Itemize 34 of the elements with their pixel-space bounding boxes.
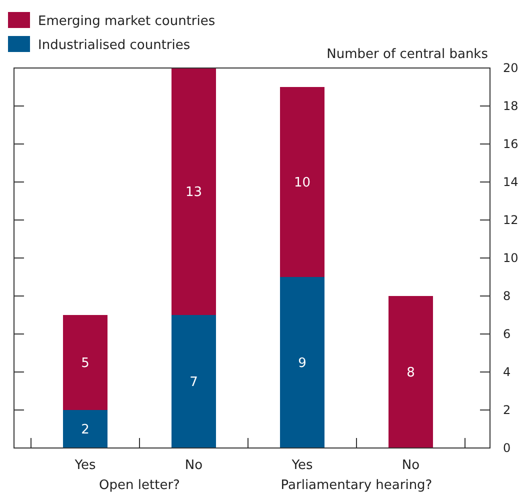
y-tick-label: 12 — [503, 212, 518, 227]
y-tick-label: 8 — [503, 288, 511, 303]
legend-label: Emerging market countries — [38, 14, 216, 29]
bar — [63, 315, 108, 410]
y-tick-label: 2 — [503, 402, 511, 417]
data-label: 2 — [81, 422, 90, 438]
bar — [280, 87, 324, 277]
x-tick-label: No — [402, 458, 420, 474]
x-tick-label: No — [184, 458, 203, 474]
data-label: 10 — [294, 176, 311, 191]
data-label: 7 — [190, 375, 198, 390]
text: Parliamentary hearing? — [280, 478, 432, 493]
y-axis-title: Number of central banks — [326, 47, 488, 62]
text: Open letter? — [99, 478, 180, 493]
bar — [172, 315, 216, 448]
data-label: 9 — [298, 356, 306, 372]
bar — [280, 277, 324, 448]
data-label: 8 — [406, 366, 415, 381]
data-label: 13 — [185, 185, 202, 200]
y-tick-label: 6 — [503, 326, 511, 341]
x-tick-label: Yes — [290, 458, 313, 474]
bar — [172, 68, 216, 315]
y-tick-label: 4 — [503, 364, 511, 379]
legend-label: Industrialised countries — [38, 38, 190, 53]
y-tick-label: 16 — [503, 136, 518, 151]
bar — [388, 296, 433, 448]
data-label: 5 — [81, 356, 90, 372]
y-tick-label: 0 — [503, 440, 511, 455]
y-tick-label: 20 — [503, 60, 518, 75]
y-tick-label: 10 — [503, 250, 518, 265]
x-tick-label: Yes — [74, 458, 96, 474]
y-tick-label: 18 — [503, 98, 518, 113]
y-tick-label: 14 — [503, 174, 518, 189]
bar — [63, 410, 108, 448]
